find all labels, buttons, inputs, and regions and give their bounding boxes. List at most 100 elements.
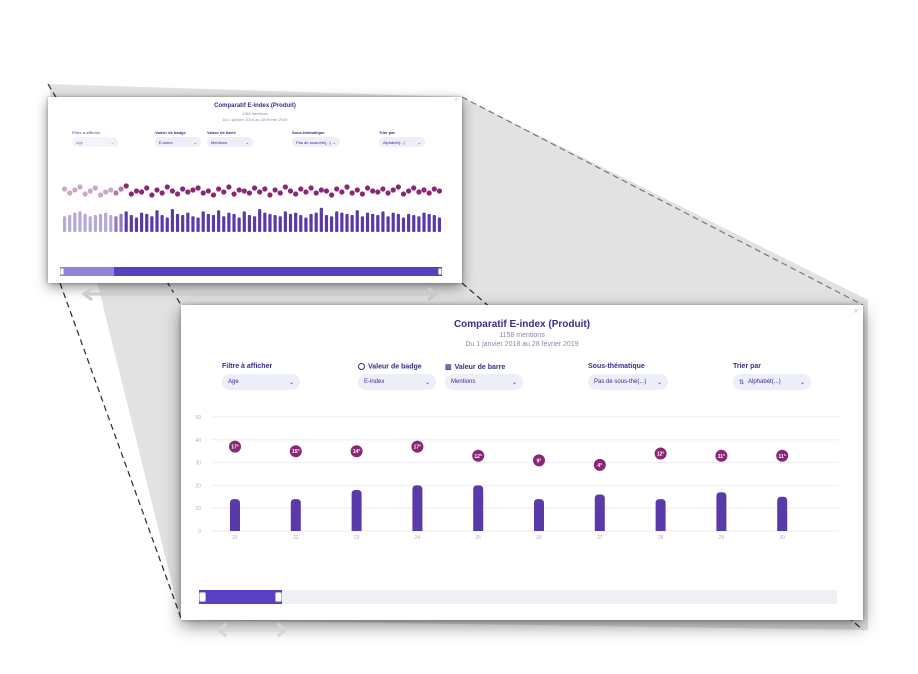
bar[interactable] [73,212,77,232]
scrollbar-track[interactable] [199,590,837,604]
filter-select-barre[interactable]: Mentions ⌄ [445,374,523,390]
bar[interactable] [230,499,240,531]
badge[interactable] [138,189,145,195]
bar[interactable] [351,489,362,531]
bar[interactable] [386,216,390,232]
badge[interactable] [318,187,324,193]
badge[interactable] [92,185,98,191]
bar[interactable] [268,213,272,232]
bar[interactable] [288,213,293,232]
bar[interactable] [93,215,97,232]
badge[interactable] [334,186,340,192]
badge[interactable] [277,190,283,196]
filter-select-barre[interactable]: Mentions ⌄ [207,137,253,147]
badge[interactable] [123,183,129,189]
badge[interactable] [229,440,241,453]
bar[interactable] [206,213,210,232]
bar[interactable] [324,215,329,232]
badge[interactable] [313,190,319,196]
badge[interactable] [72,187,78,193]
bar[interactable] [350,215,354,232]
badge[interactable] [472,449,485,462]
bar[interactable] [314,212,318,232]
bar[interactable] [83,213,87,232]
badge[interactable] [411,185,417,191]
bar[interactable] [145,213,149,232]
bar[interactable] [170,209,175,232]
bar[interactable] [360,216,365,232]
filter-select-sous-thematique[interactable]: Pas de sous-thé(...) ⌄ [588,374,668,390]
badge[interactable] [236,187,242,193]
overview-scroll-handle-right[interactable] [438,268,442,275]
badge[interactable] [287,188,294,194]
bar[interactable] [119,213,123,232]
badge[interactable] [364,185,371,191]
badge[interactable] [231,191,237,197]
badge[interactable] [82,191,88,197]
bar[interactable] [391,212,395,232]
bar[interactable] [278,216,282,232]
bar[interactable] [109,215,113,232]
badge[interactable] [289,445,302,458]
filter-select-filtre[interactable]: Age ⌄ [222,374,300,390]
badge[interactable] [113,190,119,196]
badge[interactable] [190,187,196,193]
badge[interactable] [118,186,124,192]
bar[interactable] [309,213,313,232]
badge[interactable] [593,458,606,471]
badge[interactable] [97,192,104,198]
badge[interactable] [169,188,176,194]
bar[interactable] [319,207,323,232]
badge[interactable] [195,185,201,191]
bar[interactable] [263,212,267,232]
badge[interactable] [205,188,211,194]
filter-select-badge[interactable]: E-index ⌄ [358,374,436,390]
bar[interactable] [340,212,344,232]
badge[interactable] [421,187,427,193]
bar[interactable] [412,485,423,531]
badge[interactable] [149,192,155,198]
scroll-handle-left[interactable] [199,592,206,602]
filter-select-tri[interactable]: ⇅ Alphabét(...) ⌄ [733,374,811,390]
badge[interactable] [308,185,314,191]
bar[interactable] [371,213,375,232]
bar[interactable] [273,215,277,232]
bar[interactable] [237,217,241,232]
badge[interactable] [257,189,263,195]
badge[interactable] [221,189,227,195]
bar[interactable] [139,212,144,232]
bar[interactable] [594,494,605,531]
badge[interactable] [293,191,299,197]
bar[interactable] [437,217,442,232]
bar[interactable] [155,210,159,232]
bar[interactable] [299,215,303,232]
bar[interactable] [304,217,308,232]
badge[interactable] [262,186,268,192]
badge[interactable] [272,187,278,193]
badge[interactable] [144,185,150,191]
badge[interactable] [180,186,186,192]
badge[interactable] [267,192,273,198]
scroll-handle-right[interactable] [275,592,282,602]
badge[interactable] [87,188,93,194]
badge[interactable] [776,449,789,462]
badge[interactable] [298,186,304,192]
badge[interactable] [339,189,345,195]
bar[interactable] [175,213,180,232]
bar[interactable] [355,210,359,232]
bar[interactable] [104,212,108,232]
bar[interactable] [160,215,164,232]
bar[interactable] [129,215,133,232]
bar[interactable] [114,216,118,232]
close-icon[interactable]: × [453,97,458,104]
bar[interactable] [201,211,205,232]
badge[interactable] [303,189,309,195]
bar[interactable] [401,217,406,232]
badge[interactable] [654,447,667,460]
bar[interactable] [165,217,169,232]
badge[interactable] [133,188,140,194]
bar[interactable] [365,212,370,232]
bar[interactable] [242,211,246,232]
badge[interactable] [400,191,407,197]
bar[interactable] [283,211,287,232]
